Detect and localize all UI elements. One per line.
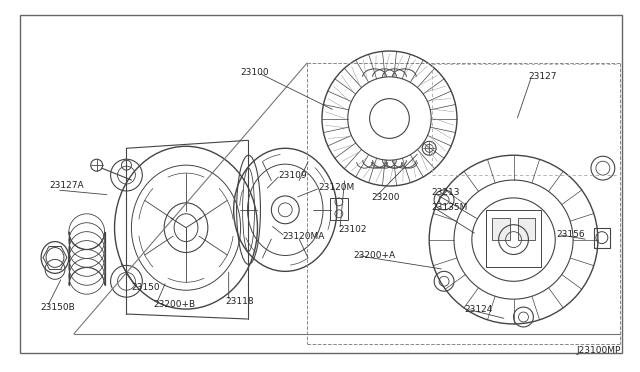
Bar [492,218,509,240]
Text: 23135M: 23135M [431,203,468,212]
Text: 23200+A: 23200+A [354,251,396,260]
Text: J23100MP: J23100MP [576,346,620,355]
Text: 23124: 23124 [464,305,492,314]
Text: 23109: 23109 [278,171,307,180]
Bar [330,198,348,220]
Bar [486,210,541,267]
Text: 23100: 23100 [241,68,269,77]
Bar [594,228,610,247]
Text: 23127: 23127 [529,72,557,81]
Text: 23156: 23156 [556,230,585,239]
Text: 23102: 23102 [338,225,366,234]
Text: 23200+B: 23200+B [153,299,195,309]
Text: 23120MA: 23120MA [282,232,324,241]
Text: 23150B: 23150B [40,302,75,312]
Text: 23118: 23118 [226,296,254,306]
Text: 23213: 23213 [431,189,460,198]
Text: 23150: 23150 [131,283,160,292]
Bar [518,218,536,240]
Text: 23120M: 23120M [318,183,355,192]
Text: 23127A: 23127A [49,180,84,189]
Text: 23200: 23200 [372,193,400,202]
